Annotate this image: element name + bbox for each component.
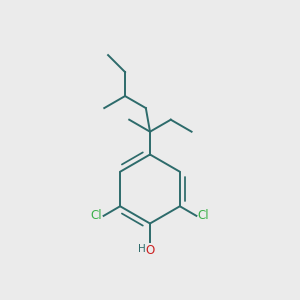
Text: Cl: Cl <box>198 209 209 222</box>
Text: O: O <box>146 244 154 257</box>
Text: Cl: Cl <box>91 209 102 222</box>
Text: H: H <box>138 244 146 254</box>
